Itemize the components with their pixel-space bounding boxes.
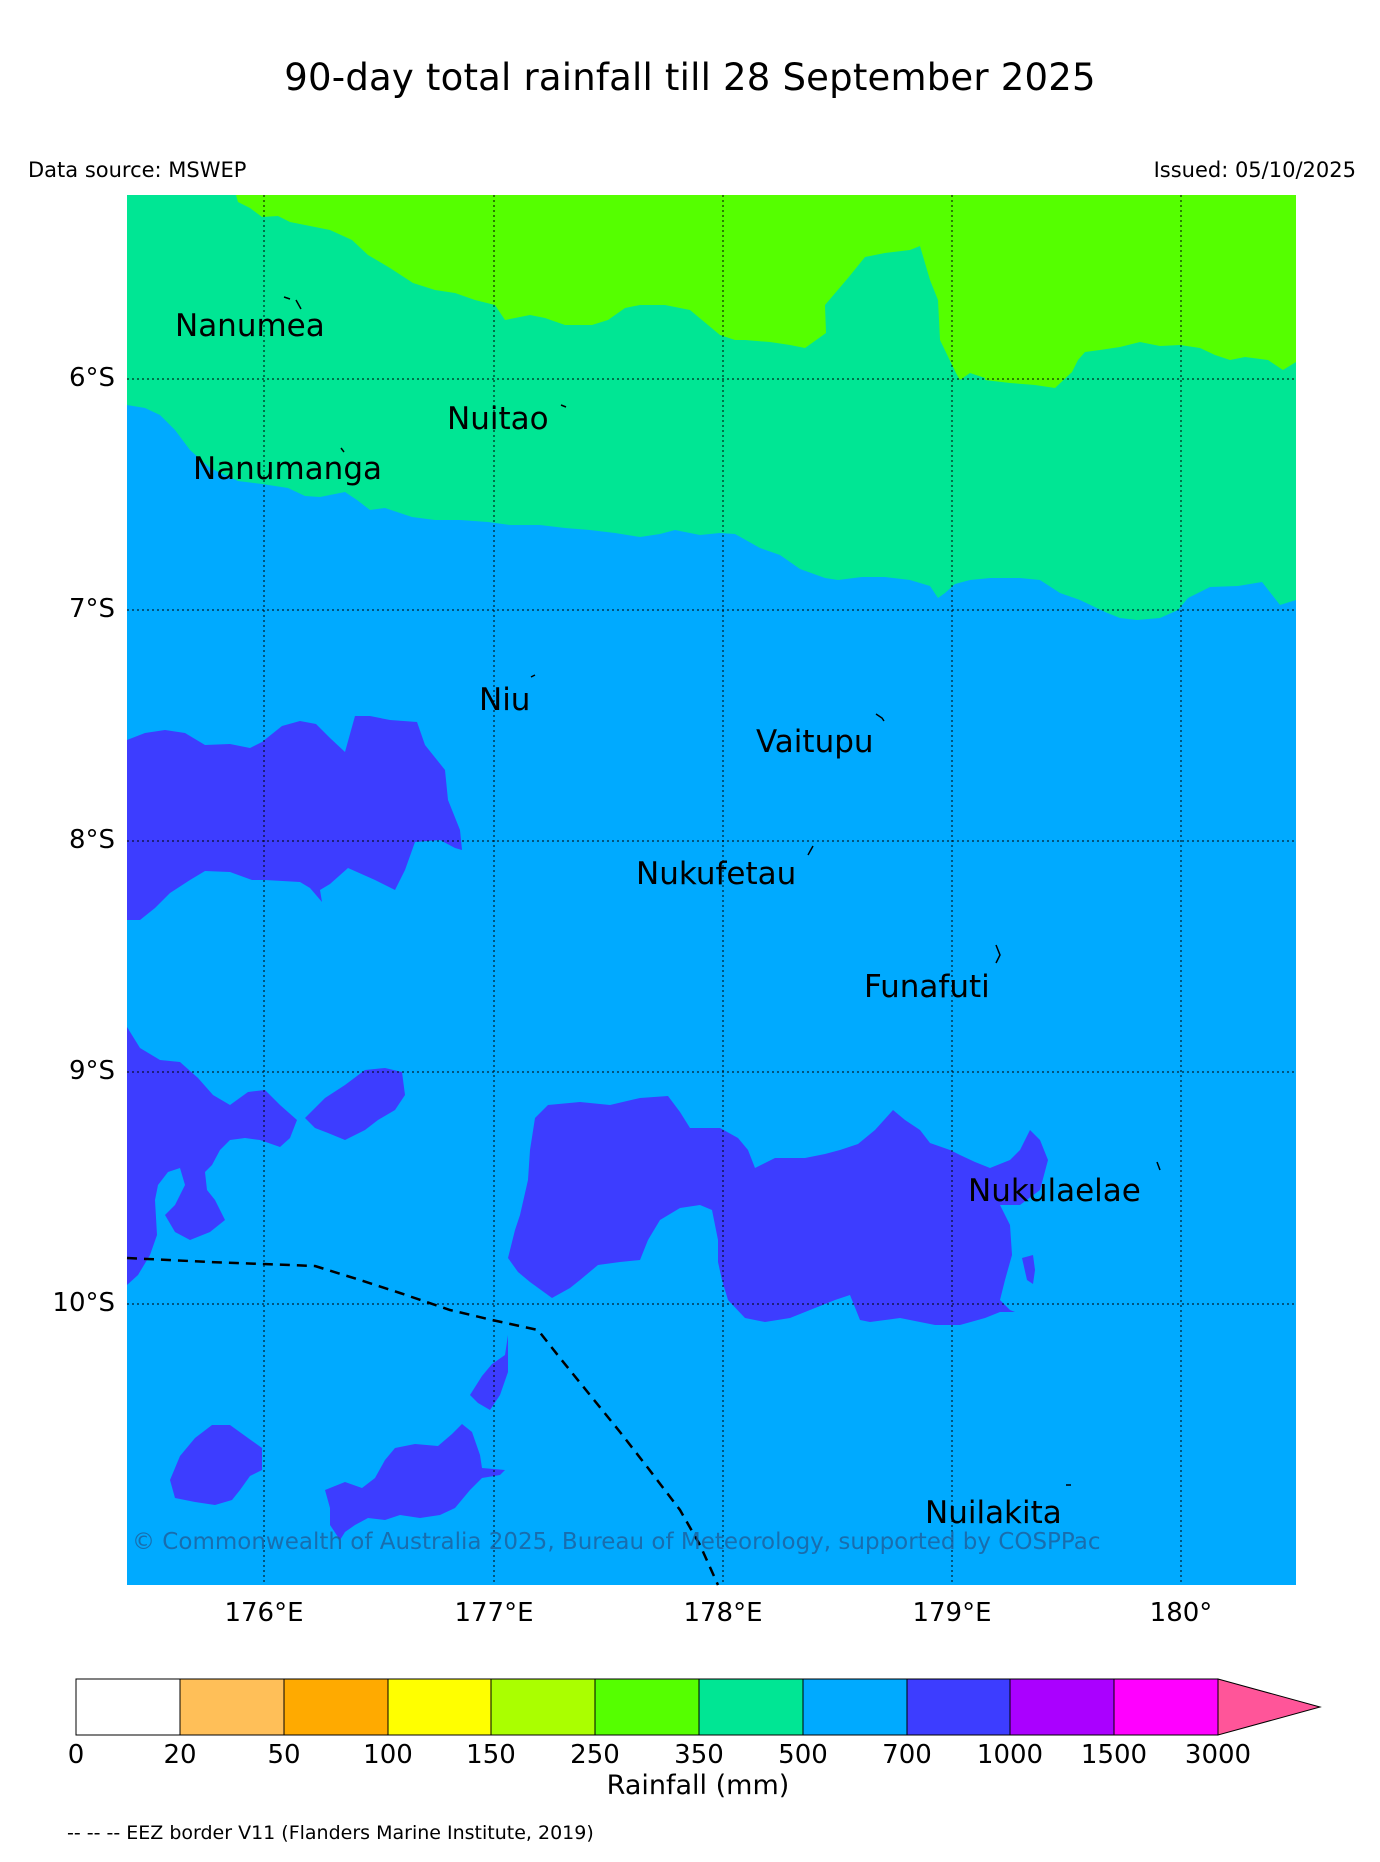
island-label-funafuti: Funafuti bbox=[864, 969, 990, 1005]
rain-zone-700-1000-sw-b bbox=[305, 1068, 405, 1140]
rainfall-field bbox=[127, 195, 1296, 1585]
data-source-label: Data source: MSWEP bbox=[28, 158, 247, 182]
colorbar-swatch-20-50 bbox=[179, 1678, 285, 1736]
colorbar-tick-500: 500 bbox=[778, 1740, 828, 1770]
issued-date-label: Issued: 05/10/2025 bbox=[1153, 158, 1356, 182]
colorbar-tick-700: 700 bbox=[882, 1740, 932, 1770]
colorbar-tick-20: 20 bbox=[163, 1740, 197, 1770]
island-label-nuitao: Nuitao bbox=[447, 401, 549, 437]
colorbar-tick-1000: 1000 bbox=[976, 1740, 1044, 1770]
island-label-nukufetau: Nukufetau bbox=[636, 856, 796, 892]
colorbar-tick-1500: 1500 bbox=[1080, 1740, 1148, 1770]
colorbar-swatch-1000-1500 bbox=[1009, 1678, 1115, 1736]
island-label-nanumanga: Nanumanga bbox=[193, 451, 382, 487]
lat-label-7s: 7°S bbox=[68, 594, 115, 624]
eez-footnote: -- -- -- EEZ border V11 (Flanders Marine… bbox=[67, 1822, 594, 1844]
rain-zone-700-1000-south-b bbox=[325, 1424, 505, 1540]
nanumanga-island-icon bbox=[340, 447, 345, 453]
rain-zone-250-350 bbox=[236, 195, 1296, 388]
colorbar-tick-0: 0 bbox=[67, 1740, 85, 1770]
lon-label-180: 180° bbox=[1149, 1598, 1213, 1628]
map-title: 90-day total rainfall till 28 September … bbox=[284, 56, 1096, 99]
colorbar-tick-350: 350 bbox=[674, 1740, 724, 1770]
colorbar-tick-100: 100 bbox=[363, 1740, 413, 1770]
island-markers bbox=[283, 296, 1161, 1486]
colorbar-swatch-350-500 bbox=[698, 1678, 804, 1736]
nukufetau-island-icon bbox=[807, 845, 814, 856]
colorbar-swatch-700-1000 bbox=[906, 1678, 1011, 1736]
colorbar-swatch-150-250 bbox=[490, 1678, 596, 1736]
lat-label-8s: 8°S bbox=[68, 825, 115, 855]
nukulaelae-island-icon bbox=[1156, 1161, 1161, 1171]
colorbar-swatch-0-20 bbox=[75, 1678, 181, 1736]
colorbar-title: Rainfall (mm) bbox=[606, 1770, 790, 1801]
nuitao-island-icon bbox=[560, 404, 567, 408]
colorbar-swatch-1500-3000 bbox=[1113, 1678, 1219, 1736]
lon-label-179e: 179°E bbox=[912, 1598, 992, 1628]
colorbar-swatch-100-150 bbox=[387, 1678, 492, 1736]
rain-zone-700-1000-central bbox=[508, 1096, 1048, 1325]
vaitupu-island-icon bbox=[875, 713, 885, 722]
lat-label-6s: 6°S bbox=[68, 363, 115, 393]
rain-zone-700-1000-south-c bbox=[170, 1425, 262, 1505]
island-label-niu: Niu bbox=[479, 682, 530, 718]
island-label-nanumea: Nanumea bbox=[175, 308, 325, 344]
colorbar-tick-250: 250 bbox=[570, 1740, 620, 1770]
lon-label-176e: 176°E bbox=[224, 1598, 304, 1628]
colorbar-swatch-500-700 bbox=[802, 1678, 908, 1736]
colorbar bbox=[75, 1678, 1322, 1736]
island-label-nuilakita: Nuilakita bbox=[925, 1495, 1062, 1531]
island-label-nukulaelae: Nukulaelae bbox=[968, 1173, 1141, 1209]
lat-label-9s: 9°S bbox=[68, 1056, 115, 1086]
gridlines bbox=[127, 195, 1296, 1585]
rain-zone-700-1000-sw-a bbox=[127, 1027, 297, 1285]
lon-label-177e: 177°E bbox=[454, 1598, 534, 1628]
lat-label-10s: 10°S bbox=[52, 1288, 115, 1318]
colorbar-tick-150: 150 bbox=[466, 1740, 516, 1770]
colorbar-tick-50: 50 bbox=[267, 1740, 301, 1770]
eez-border-line bbox=[126, 1256, 720, 1586]
rain-zone-700-1000-west bbox=[127, 716, 462, 920]
funafuti-island-icon bbox=[995, 944, 1001, 964]
copyright-notice: © Commonwealth of Australia 2025, Bureau… bbox=[132, 1529, 1101, 1555]
island-label-vaitupu: Vaitupu bbox=[756, 724, 874, 760]
rain-zone-700-1000-east-small bbox=[1022, 1255, 1035, 1284]
niu-island-icon bbox=[530, 674, 536, 678]
colorbar-swatch-250-350 bbox=[594, 1678, 700, 1736]
colorbar-tick-3000: 3000 bbox=[1184, 1740, 1252, 1770]
colorbar-swatch-50-100 bbox=[283, 1678, 389, 1736]
colorbar-extend-arrow bbox=[1217, 1678, 1322, 1736]
nanumea-island-icon bbox=[283, 296, 302, 310]
lon-label-178e: 178°E bbox=[683, 1598, 763, 1628]
rain-zone-700-1000-south-a bbox=[470, 1335, 508, 1410]
